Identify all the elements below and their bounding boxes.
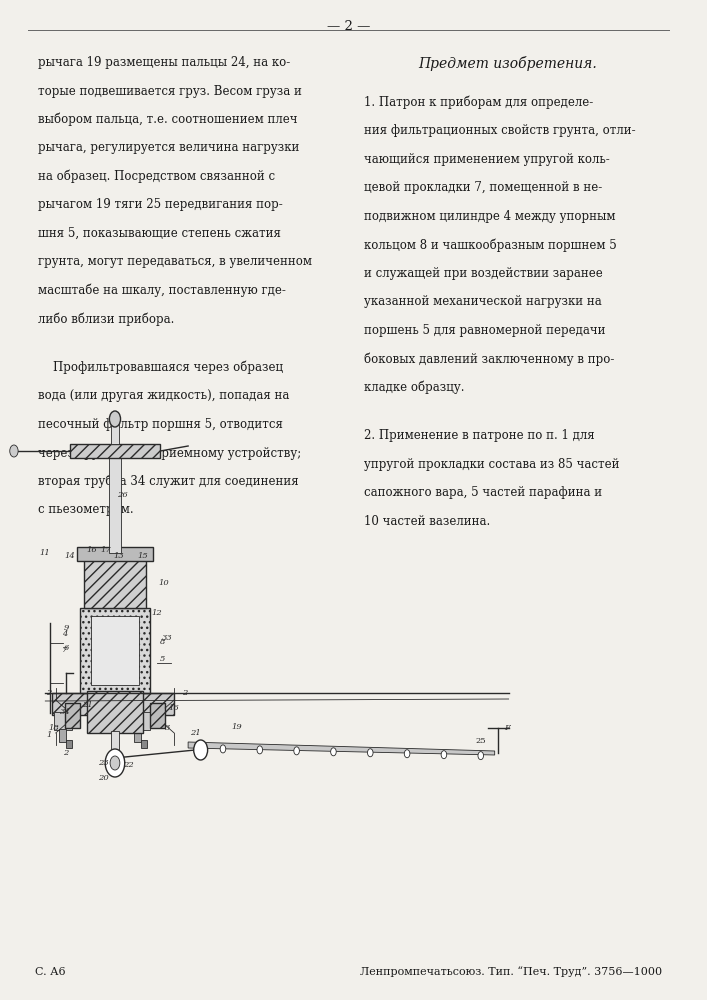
Bar xyxy=(52,693,174,715)
Bar xyxy=(134,729,141,742)
Text: 17: 17 xyxy=(100,546,111,554)
Text: 25: 25 xyxy=(475,737,486,745)
Text: Профильтровавшаяся через образец: Профильтровавшаяся через образец xyxy=(38,361,284,374)
Text: 6: 6 xyxy=(64,644,69,652)
Text: Ленпромпечатьсоюз. Тип. “Печ. Труд”. 3756—1000: Ленпромпечатьсоюз. Тип. “Печ. Труд”. 375… xyxy=(360,967,662,977)
Text: поршень 5 для равномерной передачи: поршень 5 для равномерной передачи xyxy=(364,324,606,337)
Bar xyxy=(141,740,147,748)
Text: торые подвешивается груз. Весом груза и: торые подвешивается груз. Весом груза и xyxy=(38,85,302,98)
Text: ния фильтрационных свойств грунта, отли-: ния фильтрационных свойств грунта, отли- xyxy=(364,124,636,137)
Text: C. А6: C. А6 xyxy=(35,967,66,977)
Text: песочный фильтр поршня 5, отводится: песочный фильтр поршня 5, отводится xyxy=(38,418,284,431)
Text: с пьезометром.: с пьезометром. xyxy=(38,503,134,516)
Text: кладке образцу.: кладке образцу. xyxy=(364,381,465,394)
Text: кольцом 8 и чашкообразным поршнем 5: кольцом 8 и чашкообразным поршнем 5 xyxy=(364,238,617,252)
Text: 2: 2 xyxy=(182,689,187,697)
Text: 26: 26 xyxy=(117,491,127,499)
Circle shape xyxy=(478,752,484,760)
Circle shape xyxy=(10,445,18,457)
Circle shape xyxy=(220,745,226,753)
Text: грунта, могут передаваться, в увеличенном: грунта, могут передаваться, в увеличенно… xyxy=(38,255,312,268)
Circle shape xyxy=(294,747,299,755)
Text: через трубку 33 к приемному устройству;: через трубку 33 к приемному устройству; xyxy=(38,446,302,460)
Bar xyxy=(59,729,66,742)
Text: рычагом 19 тяги 25 передвигания пор-: рычагом 19 тяги 25 передвигания пор- xyxy=(38,198,283,211)
Bar xyxy=(66,740,72,748)
Text: шня 5, показывающие степень сжатия: шня 5, показывающие степень сжатия xyxy=(38,227,281,240)
Circle shape xyxy=(441,751,447,759)
Text: рычага, регулируется величина нагрузки: рычага, регулируется величина нагрузки xyxy=(38,141,300,154)
Circle shape xyxy=(110,411,120,427)
Bar xyxy=(132,712,150,730)
Text: 10: 10 xyxy=(158,579,169,587)
Text: 21: 21 xyxy=(82,701,93,709)
Text: 22: 22 xyxy=(123,761,134,769)
Text: рычага 19 размещены пальцы 24, на ко-: рычага 19 размещены пальцы 24, на ко- xyxy=(38,56,291,69)
Text: 1: 1 xyxy=(46,731,52,739)
Bar xyxy=(110,453,120,553)
Text: 5: 5 xyxy=(160,655,165,663)
Bar xyxy=(111,416,119,444)
Text: 7: 7 xyxy=(62,647,67,654)
Circle shape xyxy=(257,746,262,754)
Text: чающийся применением упругой коль-: чающийся применением упругой коль- xyxy=(364,153,610,166)
Text: сапожного вара, 5 частей парафина и: сапожного вара, 5 частей парафина и xyxy=(364,486,602,499)
Text: вода (или другая жидкость), попадая на: вода (или другая жидкость), попадая на xyxy=(38,389,290,402)
Circle shape xyxy=(404,750,410,758)
Text: 10 частей вазелина.: 10 частей вазелина. xyxy=(364,515,491,528)
Text: 18: 18 xyxy=(48,724,59,732)
Text: 14: 14 xyxy=(64,552,75,560)
Circle shape xyxy=(368,749,373,757)
Bar xyxy=(80,608,150,693)
Polygon shape xyxy=(188,742,495,755)
Text: указанной механической нагрузки на: указанной механической нагрузки на xyxy=(364,295,602,308)
Text: на образец. Посредством связанной с: на образец. Посредством связанной с xyxy=(38,170,276,183)
Text: 2: 2 xyxy=(46,689,52,697)
Text: 33: 33 xyxy=(162,634,173,642)
Bar xyxy=(87,691,143,733)
Bar xyxy=(83,553,146,608)
Text: упругой прокладки состава из 85 частей: упругой прокладки состава из 85 частей xyxy=(364,458,620,471)
Text: 1. Патрон к приборам для определе-: 1. Патрон к приборам для определе- xyxy=(364,96,594,109)
Text: 2. Применение в патроне по п. 1 для: 2. Применение в патроне по п. 1 для xyxy=(364,429,595,442)
Text: 19: 19 xyxy=(231,723,243,731)
Bar xyxy=(90,616,139,685)
Text: цевой прокладки 7, помещенной в не-: цевой прокладки 7, помещенной в не- xyxy=(364,181,602,194)
Text: — 2 —: — 2 — xyxy=(327,20,370,33)
Text: вторая трубка 34 служит для соединения: вторая трубка 34 служит для соединения xyxy=(38,475,299,488)
Text: 8: 8 xyxy=(160,638,165,646)
Text: 2: 2 xyxy=(64,749,69,757)
Text: масштабе на шкалу, поставленную где-: масштабе на шкалу, поставленную где- xyxy=(38,284,286,297)
Text: 13: 13 xyxy=(113,552,124,560)
Text: 23: 23 xyxy=(98,759,109,767)
Text: 16: 16 xyxy=(86,546,98,554)
Text: 16: 16 xyxy=(169,704,180,712)
Bar xyxy=(76,547,153,561)
Bar xyxy=(70,444,160,458)
Text: подвижном цилиндре 4 между упорным: подвижном цилиндре 4 между упорным xyxy=(364,210,616,223)
Bar xyxy=(150,703,165,728)
Circle shape xyxy=(110,756,120,770)
Text: 15: 15 xyxy=(137,552,148,560)
Bar xyxy=(54,712,72,730)
Text: 4: 4 xyxy=(62,630,67,638)
Text: 3: 3 xyxy=(165,724,170,732)
Circle shape xyxy=(331,748,337,756)
Text: 21: 21 xyxy=(189,729,201,737)
Text: и служащей при воздействии заранее: и служащей при воздействии заранее xyxy=(364,267,603,280)
Bar xyxy=(65,703,80,728)
Circle shape xyxy=(194,740,208,760)
Circle shape xyxy=(105,749,124,777)
Text: F: F xyxy=(504,724,510,732)
Text: Предмет изобретения.: Предмет изобретения. xyxy=(419,56,597,71)
Bar xyxy=(111,731,119,763)
Text: боковых давлений заключенному в про-: боковых давлений заключенному в про- xyxy=(364,352,615,366)
Text: 34: 34 xyxy=(59,708,70,716)
Text: выбором пальца, т.е. соотношением плеч: выбором пальца, т.е. соотношением плеч xyxy=(38,113,298,126)
Text: 12: 12 xyxy=(151,609,162,617)
Text: 20: 20 xyxy=(98,774,109,782)
Text: 11: 11 xyxy=(40,549,51,557)
Text: 9: 9 xyxy=(64,624,69,632)
Text: либо вблизи прибора.: либо вблизи прибора. xyxy=(38,312,175,326)
